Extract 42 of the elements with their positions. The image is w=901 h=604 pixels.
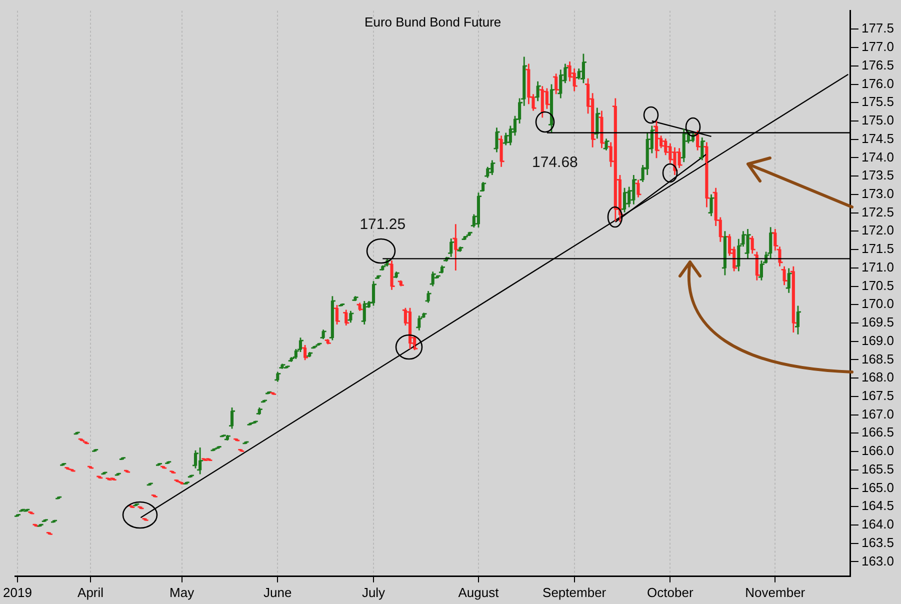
y-tick-label: 172.5: [861, 204, 894, 220]
y-tick-label: 167.5: [861, 388, 894, 404]
y-tick-label: 164.0: [861, 516, 894, 532]
y-tick-label: 168.5: [861, 351, 894, 366]
y-tick-label: 171.0: [861, 259, 894, 274]
ref-line-label: 174.68: [532, 154, 578, 171]
y-tick-label: 169.0: [861, 332, 894, 348]
y-tick-label: 173.5: [861, 168, 894, 183]
chart-title: Euro Bund Bond Future: [364, 14, 502, 30]
x-tick-label: June: [264, 584, 292, 600]
y-tick-label: 167.0: [861, 406, 894, 422]
y-tick-label: 164.5: [861, 498, 894, 514]
y-tick-label: 175.0: [861, 112, 894, 128]
x-tick-label: November: [745, 584, 806, 600]
x-tick-label: July: [362, 584, 386, 600]
y-tick-label: 168.0: [861, 370, 894, 385]
y-tick-label: 177.5: [861, 20, 894, 36]
x-tick-label: 2019: [3, 584, 32, 600]
y-tick-label: 171.5: [861, 241, 894, 256]
x-tick-label: May: [170, 584, 195, 600]
y-tick-label: 174.5: [861, 130, 894, 146]
ref-line-label: 171.25: [360, 216, 406, 233]
y-tick-label: 163.5: [861, 534, 894, 550]
y-tick-label: 172.0: [861, 222, 894, 238]
x-tick-label: October: [647, 584, 694, 600]
y-tick-label: 170.0: [861, 296, 894, 312]
y-tick-label: 163.0: [861, 553, 894, 568]
y-tick-label: 177.0: [861, 39, 894, 54]
y-tick-label: 166.5: [861, 424, 894, 440]
y-tick-label: 169.5: [861, 314, 894, 330]
x-tick-label: August: [458, 584, 500, 600]
y-tick-label: 165.0: [861, 480, 894, 495]
x-tick-label: April: [78, 584, 104, 600]
y-tick-label: 176.5: [861, 57, 894, 72]
y-tick-label: 165.5: [861, 461, 894, 476]
x-tick-label: September: [542, 584, 607, 600]
y-tick-label: 176.0: [861, 76, 894, 91]
y-tick-label: 174.0: [861, 149, 894, 164]
y-tick-label: 175.5: [861, 94, 894, 110]
y-tick-label: 173.0: [861, 186, 894, 202]
y-tick-label: 170.5: [861, 278, 894, 293]
y-tick-label: 166.0: [861, 443, 894, 458]
